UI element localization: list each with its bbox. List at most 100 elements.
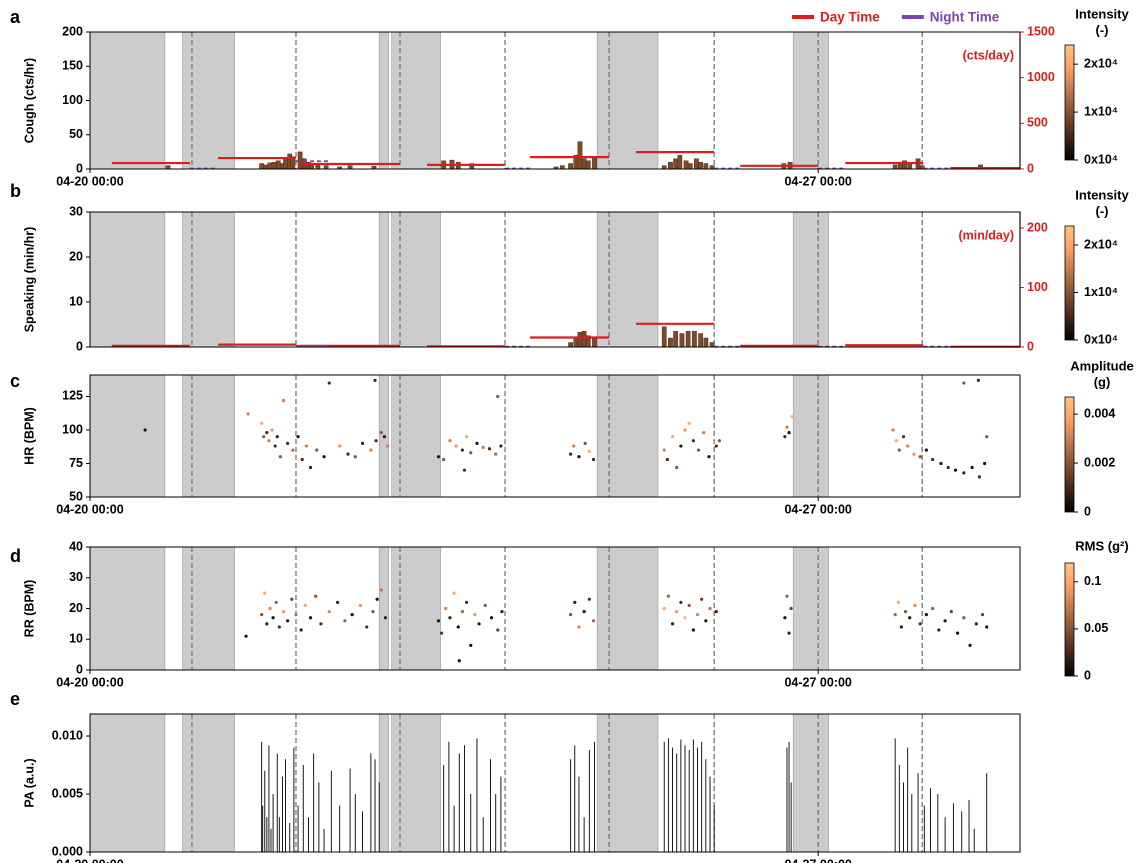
point: [983, 461, 987, 466]
point: [569, 452, 573, 456]
point: [714, 609, 718, 614]
y2-tick-label: 200: [1027, 220, 1048, 234]
point: [475, 441, 479, 445]
point: [327, 381, 331, 385]
y-tick-label: 200: [62, 24, 83, 38]
point: [587, 597, 591, 601]
night-shade: [182, 713, 235, 853]
legend-label: Night Time: [930, 10, 1000, 25]
night-shade: [596, 211, 659, 348]
night-shade: [378, 211, 389, 348]
plot-frame: [89, 31, 1021, 170]
point: [918, 455, 922, 459]
point: [569, 613, 573, 617]
point: [308, 616, 313, 620]
y-tick-label: 0.005: [52, 786, 83, 800]
point: [687, 603, 691, 608]
point: [666, 594, 670, 598]
point: [702, 431, 706, 435]
point: [440, 631, 444, 635]
point: [903, 609, 908, 614]
bar: [677, 155, 683, 170]
point: [582, 609, 586, 614]
night-shade: [89, 713, 166, 853]
point: [891, 428, 895, 432]
y-tick-label: 50: [69, 489, 83, 503]
colorbar-tick-label: 2x10⁴: [1084, 237, 1118, 251]
y-tick-label: 30: [69, 570, 83, 584]
colorbar-tick-label: 1x10⁴: [1084, 104, 1118, 118]
bar: [703, 163, 709, 170]
point: [968, 643, 972, 648]
night-shade: [182, 31, 235, 170]
point: [286, 441, 290, 445]
point: [946, 465, 950, 470]
point: [271, 616, 275, 620]
point: [263, 591, 267, 595]
point: [691, 439, 695, 443]
point: [897, 448, 901, 452]
point: [277, 625, 281, 629]
y-axis-label: HR (BPM): [22, 407, 36, 465]
bar: [275, 160, 281, 170]
bar: [592, 156, 597, 170]
night-shade: [596, 374, 659, 498]
x-tick-label: 04-27 00:00: [784, 675, 851, 689]
night-shade: [391, 713, 441, 853]
point: [985, 435, 989, 439]
point: [267, 439, 271, 443]
colorbar-title: (-): [1096, 203, 1109, 218]
colorbar-title: Amplitude: [1070, 358, 1134, 373]
y-tick-label: 10: [69, 294, 83, 308]
point: [268, 606, 272, 611]
bar: [315, 164, 321, 170]
y-tick-label: 10: [69, 632, 83, 646]
point: [265, 622, 269, 626]
point: [691, 628, 695, 632]
point: [436, 455, 441, 459]
y2-note: (cts/day): [963, 48, 1014, 62]
point: [970, 465, 974, 470]
night-shade: [378, 546, 389, 671]
y-axis-label: RR (BPM): [22, 580, 36, 638]
bar: [907, 163, 913, 170]
point: [787, 631, 791, 635]
point: [358, 603, 363, 608]
night-shade: [792, 374, 829, 498]
point: [462, 468, 467, 472]
bar: [347, 165, 353, 170]
y-tick-label: 30: [69, 204, 83, 218]
point: [583, 441, 587, 445]
colorbar-tick-label: 0.1: [1084, 574, 1101, 588]
bar: [568, 163, 573, 170]
bar: [577, 141, 583, 170]
point: [296, 435, 300, 439]
night-shade: [378, 713, 389, 853]
point: [327, 609, 331, 614]
plot-frame: [89, 374, 1021, 498]
x-tick-label: 04-20 00:00: [56, 502, 123, 516]
bar: [581, 158, 587, 170]
point: [962, 471, 966, 475]
point: [894, 439, 898, 443]
point: [665, 457, 669, 462]
point: [496, 628, 500, 632]
night-shade: [596, 713, 659, 853]
point: [683, 428, 687, 432]
point: [700, 597, 704, 601]
point: [483, 603, 487, 608]
panel-letter: a: [10, 7, 21, 27]
y-axis-label: Cough (cts/hr): [22, 58, 36, 143]
y2-tick-label: 500: [1027, 116, 1048, 130]
point: [315, 448, 319, 452]
y2-tick-label: 1500: [1027, 24, 1055, 38]
point: [290, 597, 294, 601]
point: [353, 455, 357, 459]
bar: [694, 158, 699, 170]
point: [304, 444, 308, 448]
point: [899, 625, 904, 629]
point: [675, 465, 679, 470]
point: [785, 594, 789, 598]
point: [662, 606, 666, 611]
point: [487, 447, 492, 451]
